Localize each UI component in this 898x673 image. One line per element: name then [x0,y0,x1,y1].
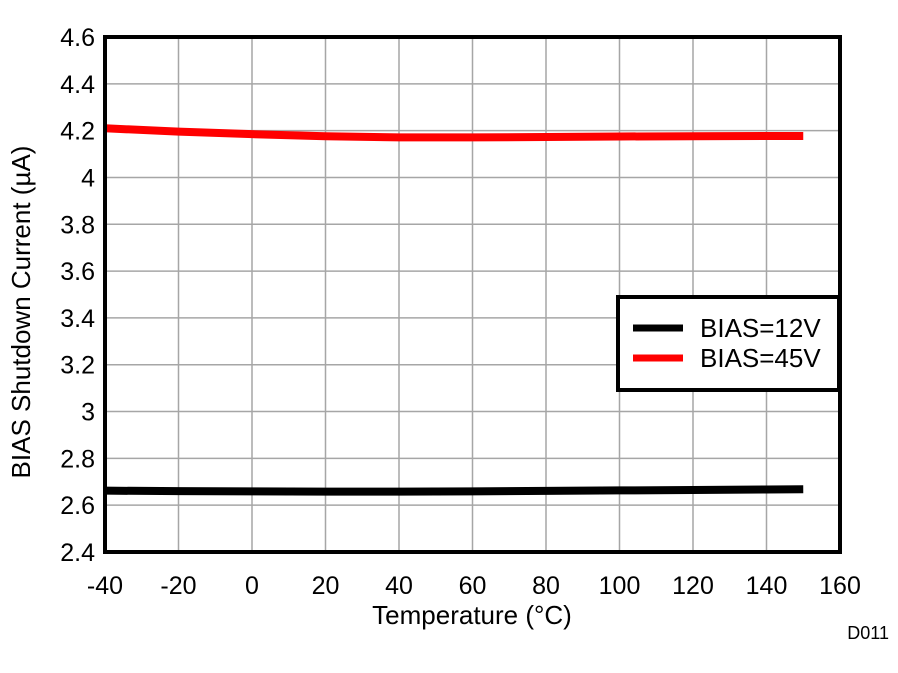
legend: BIAS=12V BIAS=45V [616,295,841,392]
x-tick-label: -20 [160,572,196,600]
series-line-bias-45v [104,124,804,142]
legend-label-bias-45v: BIAS=45V [700,343,821,373]
legend-box [616,295,841,392]
x-tick-label: 120 [672,572,714,600]
y-tick-label: 4.4 [60,71,95,99]
gridlines [104,36,841,553]
y-tick-label: 3.2 [60,352,95,380]
y-tick-label: 3.6 [60,258,95,286]
y-axis-label: BIAS Shutdown Current (µA) [6,146,36,479]
x-tick-label: -40 [87,572,123,600]
y-tick-label: 3 [81,399,95,427]
legend-label-bias-12v: BIAS=12V [700,313,821,343]
plot-border [103,35,842,554]
y-tick-label: 3.8 [60,211,95,239]
series-line-bias-12v [104,485,804,496]
x-tick-label: 140 [746,572,788,600]
y-tick-label: 2.8 [60,445,95,473]
x-tick-label: 160 [819,572,861,600]
data-series [104,124,804,496]
x-tick-label: 40 [385,572,413,600]
y-tick-label: 2.4 [60,539,95,567]
x-tick-label: 100 [599,572,641,600]
x-axis-label: Temperature (°C) [372,600,572,630]
y-tick-label: 3.4 [60,305,95,333]
y-tick-label: 4.6 [60,24,95,52]
y-tick-label: 4 [81,164,95,192]
x-tick-label: 0 [245,572,259,600]
figure-code-watermark: D011 [847,623,889,643]
x-tick-label: 80 [532,572,560,600]
y-tick-label: 4.2 [60,118,95,146]
x-axis-tick-labels: -40 -20 0 20 40 60 80 100 120 140 160 [87,572,861,600]
x-tick-label: 60 [459,572,487,600]
y-axis-tick-labels: 2.4 2.6 2.8 3 3.2 3.4 3.6 3.8 4 4.2 4.4 4.6 [60,24,95,567]
x-tick-label: 20 [312,572,340,600]
y-tick-label: 2.6 [60,492,95,520]
